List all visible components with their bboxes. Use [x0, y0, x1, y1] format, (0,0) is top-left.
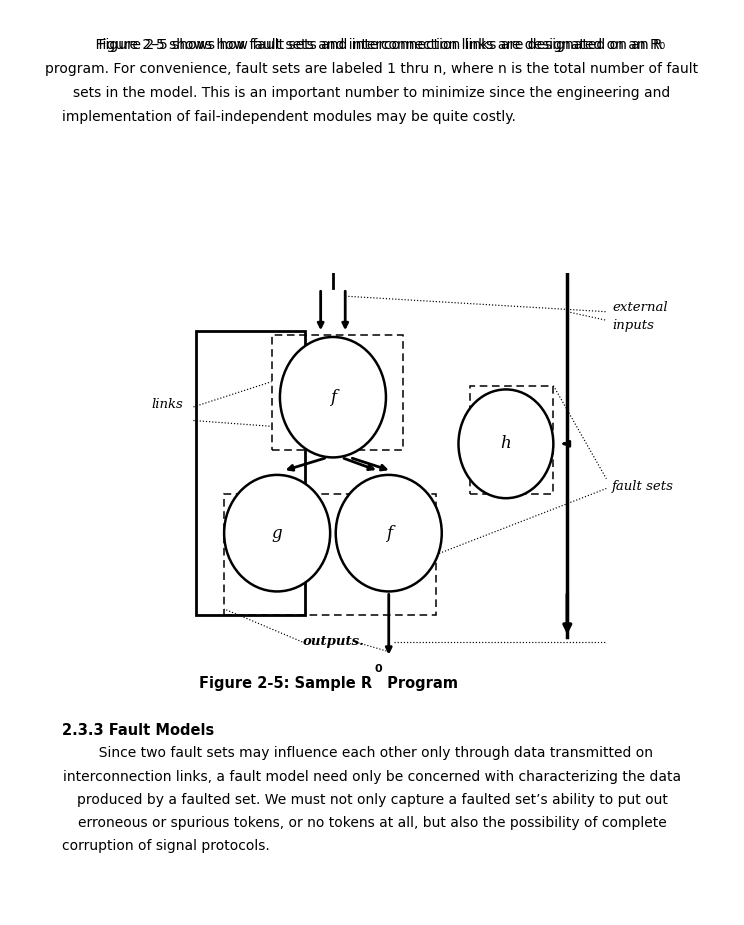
Text: Since two fault sets may influence each other only through data transmitted on: Since two fault sets may influence each …: [91, 746, 653, 760]
Bar: [272, 335, 403, 450]
Text: Figure 2-5 shows how fault sets and interconnection links are designated on an R: Figure 2-5 shows how fault sets and inte…: [81, 38, 663, 52]
Bar: [196, 331, 305, 615]
Text: g: g: [272, 524, 283, 542]
Text: fault sets: fault sets: [612, 480, 674, 493]
Text: program. For convenience, fault sets are labeled 1 thru n, where n is the total : program. For convenience, fault sets are…: [45, 62, 699, 76]
Text: inputs: inputs: [612, 319, 654, 332]
Ellipse shape: [280, 337, 386, 457]
Text: external: external: [612, 302, 667, 314]
Bar: [469, 386, 554, 494]
Text: sets in the model. This is an important number to minimize since the engineering: sets in the model. This is an important …: [74, 86, 670, 100]
Text: Figure 2-5: Sample R: Figure 2-5: Sample R: [199, 676, 372, 691]
Text: Figure 2-5 shows how fault sets and interconnection links are designated on an R: Figure 2-5 shows how fault sets and inte…: [78, 38, 666, 52]
Bar: [224, 494, 436, 615]
Text: 2.3.3 Fault Models: 2.3.3 Fault Models: [62, 723, 214, 738]
Text: outputs.: outputs.: [302, 635, 364, 648]
Ellipse shape: [224, 475, 330, 591]
Text: Program: Program: [382, 676, 458, 691]
Text: erroneous or spurious tokens, or no tokens at all, but also the possibility of c: erroneous or spurious tokens, or no toke…: [77, 816, 667, 830]
Text: h: h: [501, 436, 511, 452]
Text: 0: 0: [374, 664, 382, 674]
Ellipse shape: [336, 475, 442, 591]
Text: implementation of fail-independent modules may be quite costly.: implementation of fail-independent modul…: [62, 110, 516, 124]
Text: corruption of signal protocols.: corruption of signal protocols.: [62, 839, 269, 853]
Text: f: f: [330, 388, 336, 406]
Text: links: links: [152, 399, 183, 412]
Text: interconnection links, a fault model need only be concerned with characterizing : interconnection links, a fault model nee…: [63, 770, 681, 783]
Ellipse shape: [458, 389, 554, 499]
Text: produced by a faulted set. We must not only capture a faulted set’s ability to p: produced by a faulted set. We must not o…: [77, 793, 667, 807]
Text: f: f: [385, 524, 392, 542]
